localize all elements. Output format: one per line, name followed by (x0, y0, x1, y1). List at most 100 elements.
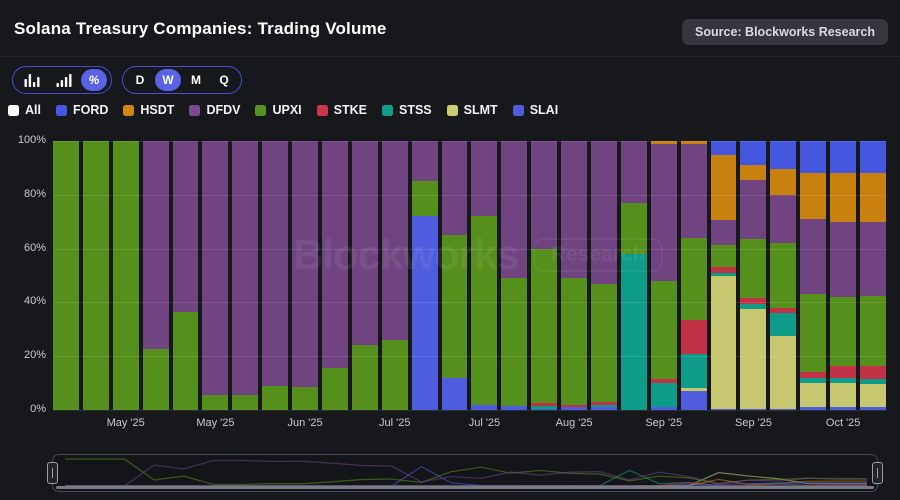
segment-slai (441, 377, 468, 410)
bar-week-18[interactable] (561, 141, 588, 410)
range-track[interactable] (56, 486, 874, 489)
bar-week-12[interactable] (381, 141, 408, 410)
bar-week-22[interactable] (680, 141, 707, 410)
legend-item-slai[interactable]: SLAI (512, 103, 559, 117)
x-axis-label: Aug '25 (555, 417, 593, 429)
segment-dfdv (650, 143, 677, 281)
segment-upxi (411, 181, 438, 217)
legend-item-ford[interactable]: FORD (55, 103, 108, 117)
bar-week-17[interactable] (531, 141, 558, 410)
segment-dfdv (292, 141, 319, 388)
segment-slai (860, 407, 886, 410)
range-selector[interactable] (47, 454, 883, 492)
segment-stke (591, 401, 617, 405)
header: Solana Treasury Companies: Trading Volum… (0, 0, 900, 57)
segment-upxi (800, 294, 827, 373)
bar-week-7[interactable] (232, 141, 259, 410)
segment-dfdv (322, 141, 348, 369)
segment-slmt (740, 309, 767, 409)
x-axis-label: Sep '25 (645, 417, 683, 429)
bar-week-6[interactable] (202, 141, 229, 410)
segment-hsdt (680, 141, 707, 144)
x-axis-label: May '25 (196, 417, 235, 429)
legend-item-stke[interactable]: STKE (316, 103, 367, 117)
segment-stke (740, 298, 767, 304)
segment-slmt (710, 275, 737, 409)
bar-week-8[interactable] (262, 141, 289, 410)
bar-week-25[interactable] (770, 141, 797, 410)
segment-slai (471, 404, 498, 410)
legend-item-stss[interactable]: STSS (382, 103, 432, 117)
segment-slai (800, 407, 827, 410)
legend-item-all[interactable]: All (8, 103, 41, 117)
bar-week-21[interactable] (650, 141, 677, 410)
bar-week-13[interactable] (411, 141, 438, 410)
segment-upxi (860, 295, 886, 366)
segment-upxi (680, 237, 707, 320)
segment-upxi (112, 141, 139, 410)
segment-ford (710, 141, 737, 155)
segment-dfdv (381, 141, 408, 341)
segment-hsdt (770, 169, 797, 195)
minimap-line-dfdv (65, 459, 868, 487)
segment-stke (830, 365, 857, 378)
bar-week-1[interactable] (53, 141, 79, 410)
segment-dfdv (232, 141, 259, 396)
bar-chart-button[interactable] (17, 69, 47, 91)
legend-item-upxi[interactable]: UPXI (255, 103, 302, 117)
bar-week-19[interactable] (591, 141, 617, 410)
legend-item-slmt[interactable]: SLMT (446, 103, 498, 117)
period-button-w[interactable]: W (155, 69, 181, 91)
segment-slai (501, 405, 528, 410)
legend-label: SLAI (529, 103, 559, 117)
ascending-bar-chart-button[interactable] (49, 69, 79, 91)
bar-week-5[interactable] (172, 141, 199, 410)
segment-dfdv (710, 220, 737, 245)
bar-week-9[interactable] (292, 141, 319, 410)
y-axis-label: 80% (23, 187, 46, 200)
segment-stss (620, 253, 647, 410)
x-axis-label: Oct '25 (825, 417, 861, 429)
bar-week-26[interactable] (800, 141, 827, 410)
segment-stss (591, 404, 617, 408)
segment-dfdv (351, 141, 378, 346)
bar-week-11[interactable] (351, 141, 378, 410)
segment-stke (531, 403, 558, 406)
bar-week-20[interactable] (620, 141, 647, 410)
period-button-q[interactable]: Q (211, 69, 237, 91)
period-button-m[interactable]: M (183, 69, 209, 91)
segment-stss (531, 405, 558, 409)
segment-upxi (322, 368, 348, 410)
segment-ford (800, 141, 827, 174)
y-axis-label: 0% (30, 403, 46, 415)
bar-week-3[interactable] (112, 141, 139, 410)
bar-week-15[interactable] (471, 141, 498, 410)
segment-ford (740, 141, 767, 166)
segment-slai (740, 408, 767, 410)
segment-slai (411, 216, 438, 410)
segment-dfdv (262, 141, 289, 386)
segment-stke (800, 372, 827, 378)
segment-slmt (830, 383, 857, 408)
bar-week-27[interactable] (830, 141, 857, 410)
segment-slmt (680, 388, 707, 392)
bar-week-28[interactable] (860, 141, 886, 410)
segment-upxi (142, 349, 169, 410)
bar-week-10[interactable] (322, 141, 348, 410)
bar-week-24[interactable] (740, 141, 767, 410)
bar-week-4[interactable] (142, 141, 169, 410)
segment-dfdv (860, 221, 886, 296)
bar-week-23[interactable] (710, 141, 737, 410)
range-handle-left[interactable] (47, 462, 58, 484)
bar-week-16[interactable] (501, 141, 528, 410)
range-handle-right[interactable] (872, 462, 883, 484)
segment-dfdv (501, 141, 528, 279)
percent-stacked-button[interactable]: % (81, 69, 107, 91)
segment-dfdv (142, 141, 169, 350)
period-button-d[interactable]: D (127, 69, 153, 91)
bar-week-14[interactable] (441, 141, 468, 410)
bar-week-2[interactable] (82, 141, 109, 410)
legend-item-dfdv[interactable]: DFDV (189, 103, 240, 117)
legend-item-hsdt[interactable]: HSDT (123, 103, 174, 117)
